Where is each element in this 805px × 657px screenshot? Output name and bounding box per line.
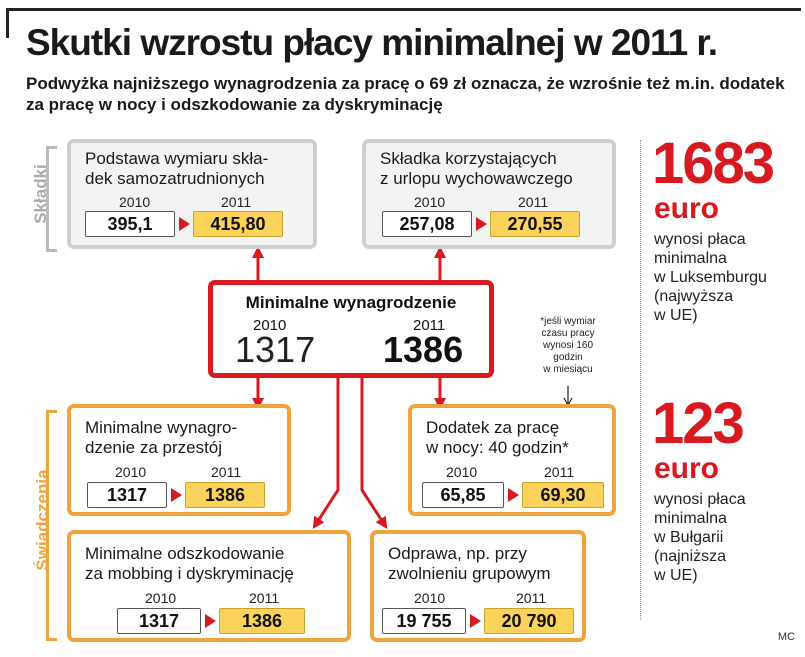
year-old: 2010 <box>119 194 151 210</box>
value-old: 19 755 <box>382 608 466 634</box>
value-new: 1386 <box>219 608 305 634</box>
center-title: Minimalne wynagrodzenie <box>245 293 457 312</box>
value-new: 1386 <box>185 482 265 508</box>
value-old: 65,85 <box>422 482 504 508</box>
box-title: Dodatek za pracę w nocy: 40 godzin* <box>426 418 569 457</box>
lux-description: wynosi płaca minimalna w Luksemburgu (na… <box>654 231 767 324</box>
year-new: 2011 <box>249 590 280 606</box>
box-odprawa: Odprawa, np. przy zwolnieniu grupowym 20… <box>370 530 586 642</box>
center-value-old: 1317 <box>235 329 316 370</box>
year-old: 2010 <box>414 590 446 606</box>
skladki-bracket <box>46 146 57 252</box>
box-title: Odprawa, np. przy zwolnieniu grupowym <box>388 544 551 583</box>
year-new: 2011 <box>211 464 242 480</box>
box-title: Minimalne odszkodowanie za mobbing i dys… <box>85 544 294 583</box>
box-dodatek: Dodatek za pracę w nocy: 40 godzin* 2010… <box>408 404 616 516</box>
box-title: Podstawa wymiaru skła- dek samozatrudnio… <box>85 149 269 188</box>
lux-number: 1683 <box>652 131 775 196</box>
box-przestoj: Minimalne wynagro- dzenie za przestój 20… <box>67 404 291 516</box>
increase-arrow-icon <box>476 217 487 231</box>
value-new: 20 790 <box>484 608 574 634</box>
value-old: 257,08 <box>382 211 472 237</box>
box-skladka: Składka korzystających z urlopu wychowaw… <box>362 139 616 249</box>
value-new: 270,55 <box>490 211 580 237</box>
box-title: Minimalne wynagro- dzenie za przestój <box>85 418 238 457</box>
increase-arrow-icon <box>179 217 190 231</box>
value-old: 1317 <box>117 608 201 634</box>
center-value-new: 1386 <box>383 329 464 370</box>
bg-description: wynosi płaca minimalna w Bułgarii (najni… <box>654 491 746 584</box>
increase-arrow-icon <box>508 488 519 502</box>
box-podstawa: Podstawa wymiaru skła- dek samozatrudnio… <box>67 139 317 249</box>
credit: MC <box>777 631 795 643</box>
box-mobbing: Minimalne odszkodowanie za mobbing i dys… <box>67 530 351 642</box>
year-old: 2010 <box>145 590 177 606</box>
swiadczenia-bracket <box>46 410 57 641</box>
value-new: 69,30 <box>522 482 604 508</box>
value-old: 395,1 <box>85 211 175 237</box>
sidebar-divider <box>640 140 641 620</box>
year-new: 2011 <box>544 464 575 480</box>
arrow-to-mobbing <box>312 378 340 530</box>
increase-arrow-icon <box>470 614 481 628</box>
box-title: Składka korzystających z urlopu wychowaw… <box>380 149 573 188</box>
bg-unit: euro <box>654 452 720 485</box>
year-old: 2010 <box>115 464 147 480</box>
top-rule <box>6 8 801 38</box>
year-new: 2011 <box>516 590 547 606</box>
increase-arrow-icon <box>205 614 216 628</box>
year-new: 2011 <box>221 194 252 210</box>
center-year-new: 2011 <box>413 317 446 334</box>
page-title: Skutki wzrostu płacy minimalnej w 2011 r… <box>26 22 718 63</box>
box-minimalne-wynagrodzenie: Minimalne wynagrodzenie 2010 2011 1317 1… <box>208 280 494 378</box>
increase-arrow-icon <box>171 488 182 502</box>
bg-number: 123 <box>652 391 745 456</box>
year-old: 2010 <box>414 194 446 210</box>
footnote: *jeśli wymiar czasu pracy wynosi 160 god… <box>540 316 596 375</box>
page-subtitle: Podwyżka najniższego wynagrodzenia za pr… <box>26 74 785 114</box>
arrow-to-odprawa <box>360 378 388 530</box>
year-new: 2011 <box>518 194 549 210</box>
lux-unit: euro <box>654 192 720 225</box>
value-new: 415,80 <box>193 211 283 237</box>
value-old: 1317 <box>87 482 167 508</box>
center-year-old: 2010 <box>253 317 287 334</box>
year-old: 2010 <box>446 464 478 480</box>
